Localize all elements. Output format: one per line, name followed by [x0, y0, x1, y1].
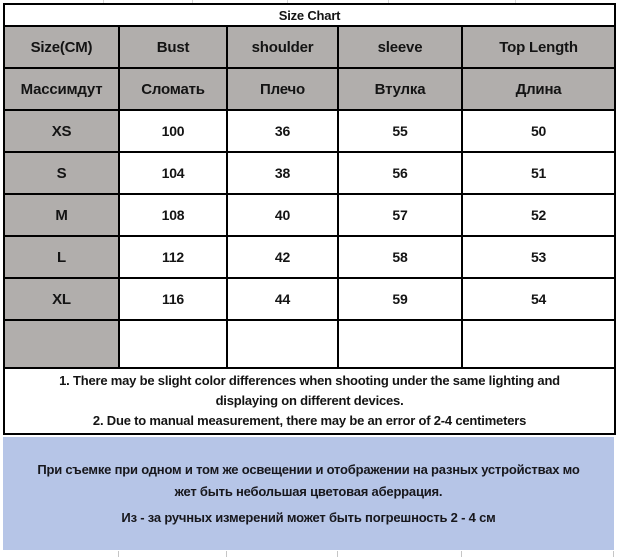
data-cell: 100 — [118, 109, 228, 153]
header-cell-top-length: Top Length — [460, 25, 617, 69]
data-cell: 53 — [460, 235, 617, 279]
header-cell-size: Size(CM) — [3, 25, 120, 69]
header-cell-shoulder-ru: Плечо — [226, 67, 339, 111]
note-line: displaying on different devices. — [215, 393, 404, 408]
data-cell: 42 — [226, 235, 339, 279]
data-cell: 54 — [460, 277, 617, 321]
header-cell-bust: Bust — [118, 25, 228, 69]
header-row-ru: Массимдут Сломать Плечо Втулка Длина — [3, 67, 617, 111]
chart-title: Size Chart — [2, 3, 617, 27]
size-cell: XL — [3, 277, 120, 321]
note-line: 2. Due to manual measurement, there may … — [92, 413, 527, 428]
data-cell: 112 — [118, 235, 228, 279]
table-row-empty — [3, 319, 617, 369]
header-cell-sleeve-ru: Втулка — [337, 67, 463, 111]
size-cell: L — [3, 235, 120, 279]
title-row: Size Chart — [2, 3, 617, 27]
gridline-tick — [515, 0, 516, 3]
ru-note-line: При съемке при одном и том же освещении … — [37, 462, 580, 477]
gridline-tick — [118, 551, 119, 557]
data-cell-empty — [226, 319, 339, 369]
data-cell-empty — [460, 319, 617, 369]
data-cell: 104 — [118, 151, 228, 195]
gridline-tick — [226, 551, 227, 557]
header-cell-shoulder: shoulder — [226, 25, 339, 69]
data-cell: 51 — [460, 151, 617, 195]
data-cell: 36 — [226, 109, 339, 153]
notes-en-cell: 1. There may be slight color differences… — [2, 367, 617, 435]
data-cell: 38 — [226, 151, 339, 195]
header-cell-bust-ru: Сломать — [118, 67, 228, 111]
data-cell-empty — [337, 319, 463, 369]
gridline-tick — [461, 551, 462, 557]
notes-row-en: 1. There may be slight color differences… — [2, 367, 617, 435]
header-cell-sleeve: sleeve — [337, 25, 463, 69]
table-row-xl: XL 116 44 59 54 — [3, 277, 617, 321]
data-cell: 58 — [337, 235, 463, 279]
data-cell: 116 — [118, 277, 228, 321]
data-cell: 40 — [226, 193, 339, 237]
data-cell: 50 — [460, 109, 617, 153]
gridline-tick — [388, 0, 389, 3]
size-cell-empty — [3, 319, 120, 369]
gridline-tick — [287, 0, 288, 3]
size-cell: S — [3, 151, 120, 195]
table-row-xs: XS 100 36 55 50 — [3, 109, 617, 153]
data-cell: 44 — [226, 277, 339, 321]
gridline-tick — [103, 0, 104, 3]
note-line: 1. There may be slight color differences… — [59, 373, 560, 388]
gridline-tick — [613, 551, 614, 557]
gridline-tick — [337, 551, 338, 557]
header-cell-top-length-ru: Длина — [460, 67, 617, 111]
ru-note-block: При съемке при одном и том же освещении … — [3, 437, 614, 550]
size-cell: XS — [3, 109, 120, 153]
data-cell: 57 — [337, 193, 463, 237]
table-row-s: S 104 38 56 51 — [3, 151, 617, 195]
gridline-tick — [192, 0, 193, 3]
size-chart-table: Size Chart Size(CM) Bust shoulder sleeve… — [2, 3, 617, 435]
data-cell: 55 — [337, 109, 463, 153]
ru-note-line: Из - за ручных измерений может быть погр… — [121, 510, 496, 525]
ru-note-line: жет быть небольшая цветовая аберрация. — [174, 484, 443, 499]
size-cell: M — [3, 193, 120, 237]
table-row-m: M 108 40 57 52 — [3, 193, 617, 237]
header-cell-size-ru: Массимдут — [3, 67, 120, 111]
table-row-l: L 112 42 58 53 — [3, 235, 617, 279]
data-cell: 59 — [337, 277, 463, 321]
data-cell: 52 — [460, 193, 617, 237]
data-cell-empty — [118, 319, 228, 369]
header-row-en: Size(CM) Bust shoulder sleeve Top Length — [3, 25, 617, 69]
data-cell: 56 — [337, 151, 463, 195]
data-cell: 108 — [118, 193, 228, 237]
